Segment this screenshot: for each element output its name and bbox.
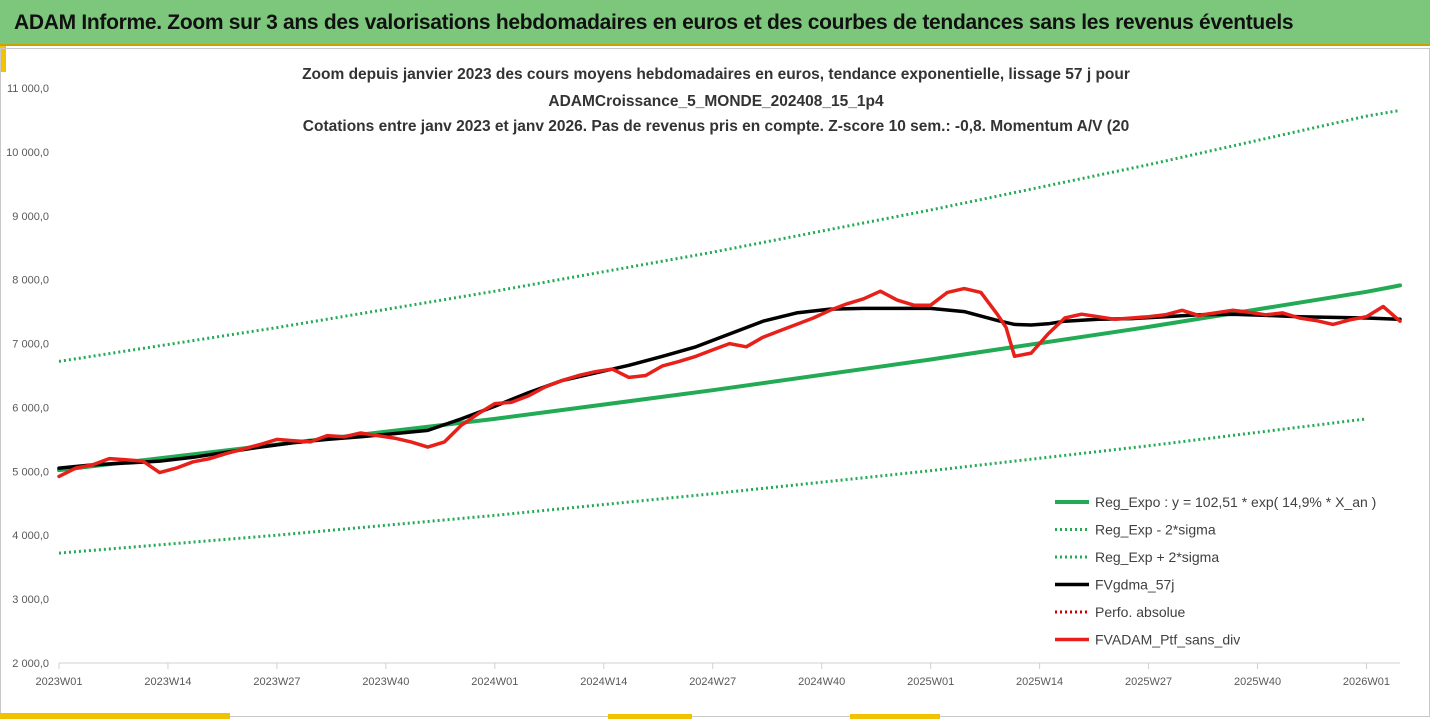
x-tick-label: 2026W01 bbox=[1343, 676, 1390, 688]
chart-title-line-2: ADAMCroissance_5_MONDE_202408_15_1p4 bbox=[548, 93, 884, 110]
x-tick-label: 2024W01 bbox=[471, 676, 518, 688]
y-tick-label: 2 000,0 bbox=[12, 658, 49, 670]
chart-title-line-1: Zoom depuis janvier 2023 des cours moyen… bbox=[302, 66, 1130, 83]
x-tick-label: 2025W01 bbox=[907, 676, 954, 688]
bottom-accent-bar bbox=[608, 714, 692, 719]
legend-label: Perfo. absolue bbox=[1095, 604, 1185, 620]
x-tick-label: 2024W27 bbox=[689, 676, 736, 688]
legend-label: FVADAM_Ptf_sans_div bbox=[1095, 632, 1240, 648]
legend-label: Reg_Expo : y = 102,51 * exp( 14,9% * X_a… bbox=[1095, 494, 1376, 510]
bottom-accent-bar bbox=[850, 714, 940, 719]
series-line-5 bbox=[57, 286, 1402, 479]
x-axis: 2023W01 2023W14 2023W27 2023W40 2024W01 2024W… bbox=[35, 662, 1400, 688]
y-tick-label: 11 000,0 bbox=[7, 83, 49, 95]
series-layer bbox=[57, 108, 1402, 555]
legend-label: FVgdma_57j bbox=[1095, 577, 1174, 593]
series-line-2 bbox=[58, 108, 1401, 363]
y-tick-label: 5 000,0 bbox=[12, 466, 49, 478]
x-tick-label: 2023W14 bbox=[144, 676, 191, 688]
y-axis-labels: 2 000,0 3 000,0 4 000,0 5 000,0 6 000,0 7 000… bbox=[6, 83, 49, 670]
x-tick-label: 2023W40 bbox=[362, 676, 409, 688]
chart-area bbox=[0, 48, 1430, 717]
x-tick-label: 2025W27 bbox=[1125, 676, 1172, 688]
x-tick-label: 2025W40 bbox=[1234, 676, 1281, 688]
y-tick-label: 7 000,0 bbox=[12, 339, 49, 351]
title-banner: ADAM Informe. Zoom sur 3 ans des valoris… bbox=[0, 0, 1430, 46]
y-tick-label: 10 000,0 bbox=[6, 147, 49, 159]
legend-label: Reg_Exp + 2*sigma bbox=[1095, 549, 1219, 565]
bottom-accent-bar bbox=[0, 713, 230, 719]
series-line-3 bbox=[57, 306, 1402, 470]
y-tick-label: 9 000,0 bbox=[12, 211, 49, 223]
banner-title: ADAM Informe. Zoom sur 3 ans des valoris… bbox=[14, 11, 1294, 34]
y-tick-label: 6 000,0 bbox=[12, 402, 49, 414]
y-tick-label: 8 000,0 bbox=[12, 275, 49, 287]
x-tick-label: 2023W27 bbox=[253, 676, 300, 688]
chart-title-line-3: Cotations entre janv 2023 et janv 2026. … bbox=[302, 118, 1130, 135]
y-tick-label: 4 000,0 bbox=[12, 530, 49, 542]
x-tick-label: 2025W14 bbox=[1016, 676, 1063, 688]
series-line-1 bbox=[58, 417, 1367, 555]
y-tick-label: 3 000,0 bbox=[12, 594, 49, 606]
left-accent-bar bbox=[0, 46, 6, 72]
legend-label: Reg_Exp - 2*sigma bbox=[1095, 522, 1216, 538]
x-tick-label: 2024W40 bbox=[798, 676, 845, 688]
x-tick-label: 2023W01 bbox=[35, 676, 82, 688]
legend: Reg_Expo : y = 102,51 * exp( 14,9% * X_a… bbox=[1055, 494, 1376, 648]
x-tick-label: 2024W14 bbox=[580, 676, 627, 688]
